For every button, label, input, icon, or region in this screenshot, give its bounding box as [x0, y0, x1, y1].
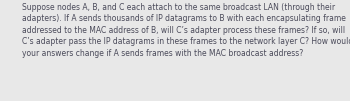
Text: Suppose nodes A, B, and C each attach to the same broadcast LAN (through their
a: Suppose nodes A, B, and C each attach to… [22, 3, 350, 58]
